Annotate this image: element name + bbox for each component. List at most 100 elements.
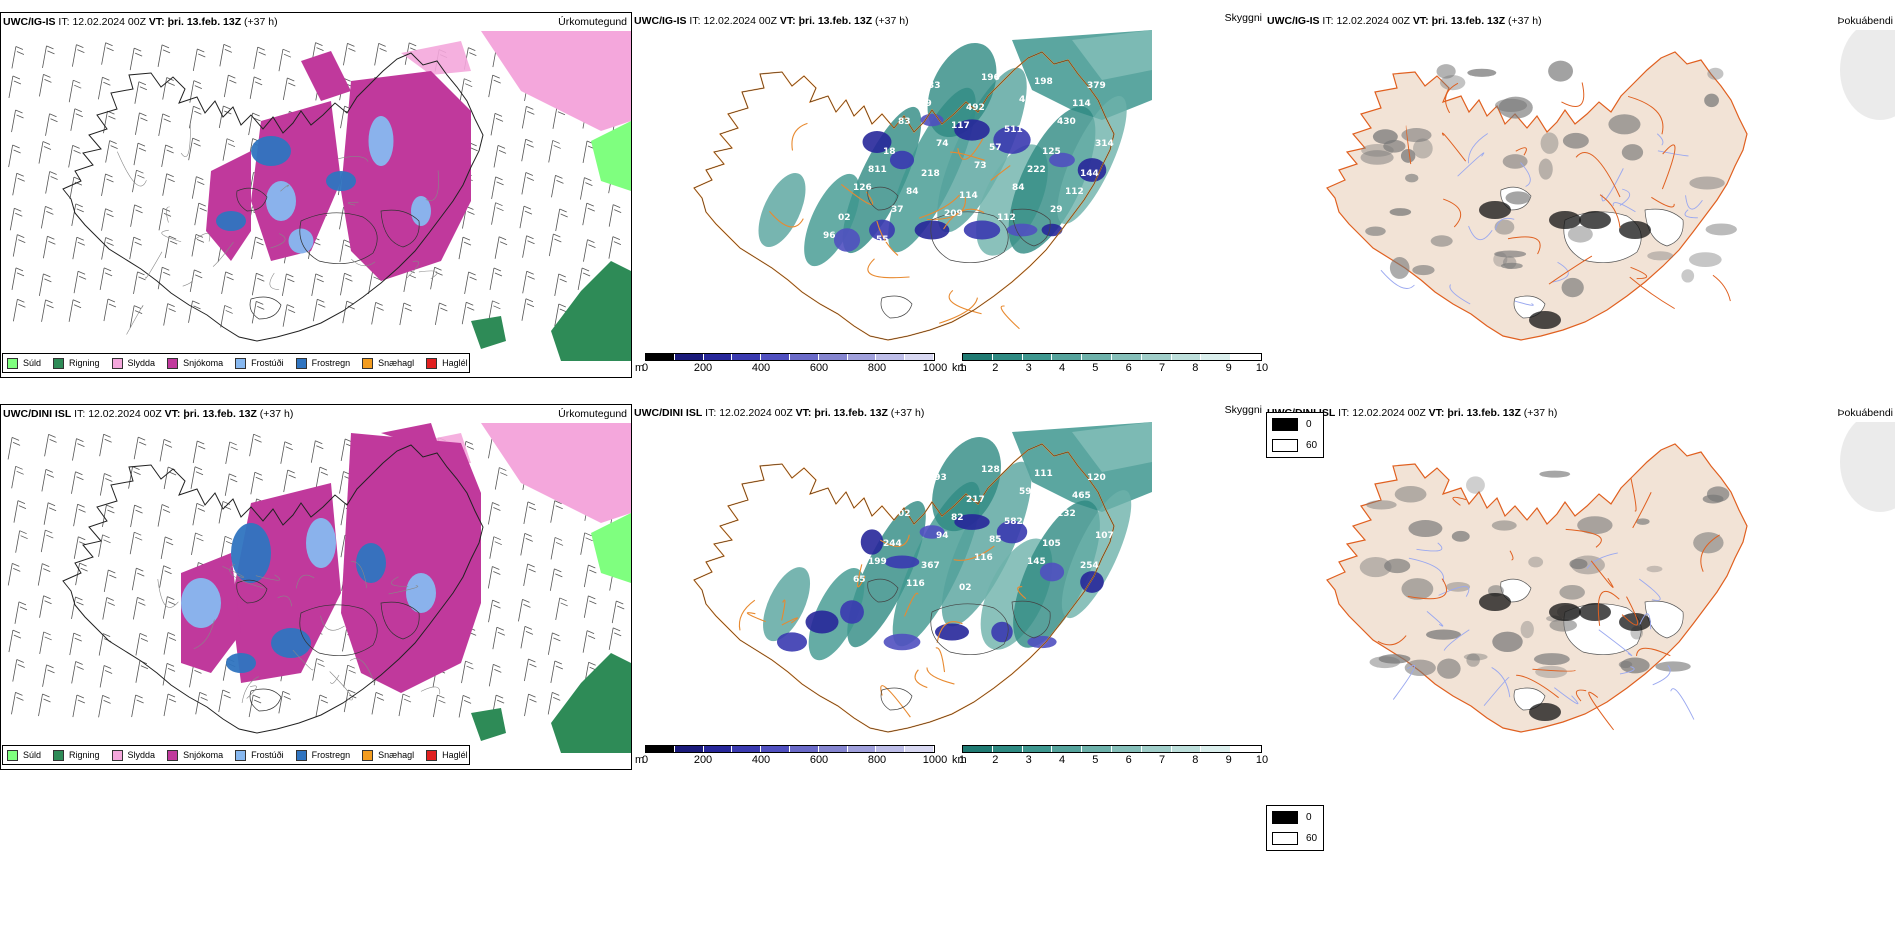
visibility-value-label: 57 [989, 143, 1002, 153]
colorbar-cell [1082, 354, 1112, 360]
visibility-value-label: 82 [951, 513, 964, 523]
legend-label: Snæhagl [378, 750, 415, 760]
visibility-value-label: 114 [959, 191, 978, 201]
ceiling-colorbar: 0 200 400 600 800 1000 [642, 745, 947, 767]
legend-swatch [167, 357, 179, 369]
colorbar-tick: 600 [809, 362, 829, 374]
colorbar-cell [646, 354, 675, 360]
visibility-value-label: 465 [1072, 491, 1091, 501]
colorbar-cell [761, 746, 790, 752]
colorbar-tick: 5 [1092, 362, 1099, 374]
legend-item: Súld [7, 357, 41, 369]
visibility-value-label: 107 [1095, 531, 1114, 541]
visibility-value-label: 105 [830, 143, 849, 153]
visibility-value-label: 848 [830, 535, 849, 545]
colorbar-cell [1022, 354, 1053, 360]
legend-label: Frostregn [311, 358, 351, 368]
legend-item: Snjókoma [167, 357, 223, 369]
colorbar-tick: 6 [1125, 754, 1132, 766]
ceiling-visibility-panel: UWC/DINI ISL IT: 12.02.2024 00Z VT: þri.… [632, 404, 1262, 742]
legend-label: Snjókoma [183, 750, 224, 760]
fog-legend-label: 0 [1306, 812, 1312, 823]
legend-item: Haglél [426, 749, 468, 761]
colorbar-tick: 6 [1125, 362, 1132, 374]
visibility-value-label: 307 [875, 469, 894, 479]
colorbar-tick: 800 [867, 362, 887, 374]
colorbar-tick: 2 [992, 362, 999, 374]
visibility-value-label: 02 [959, 583, 972, 593]
legend-item: Súld [7, 749, 41, 761]
precip-legend: Súld Rigning Slydda Snjókoma Frostúði Frostre… [2, 745, 470, 765]
visibility-value-label: 367 [921, 561, 940, 571]
colorbar-cell [1201, 746, 1232, 752]
legend-swatch [295, 357, 307, 369]
colorbar-cell [905, 354, 934, 360]
fog-legend-swatch [1272, 832, 1298, 845]
visibility-value-label: 65 [853, 575, 866, 585]
panel-header: UWC/IG-IS IT: 12.02.2024 00Z VT: þri. 13… [3, 16, 278, 28]
colorbar-tick: 200 [693, 754, 713, 766]
legend-swatch [426, 357, 438, 369]
visibility-value-label: 430 [1057, 117, 1076, 127]
legend-swatch [53, 357, 65, 369]
visibility-value-label: 198 [1034, 77, 1053, 87]
legend-item: Rigning [53, 357, 100, 369]
colorbar-tick: 600 [809, 754, 829, 766]
visibility-value-label: 178 [913, 491, 932, 501]
visibility-value-label: 105 [1042, 539, 1061, 549]
precip-type-panel: UWC/DINI ISL IT: 12.02.2024 00Z VT: þri.… [0, 404, 632, 770]
panel-title: Skyggni [1224, 12, 1262, 24]
legend-swatch [7, 749, 18, 761]
visibility-value-label: 111 [1034, 469, 1053, 479]
panel-header: UWC/IG-IS IT: 12.02.2024 00Z VT: þri. 13… [1267, 15, 1542, 27]
colorbar-cell [674, 354, 704, 360]
legend-swatch [426, 749, 438, 761]
colorbar-cell [1052, 746, 1083, 752]
legend-label: Haglél [442, 358, 468, 368]
colorbar-tick: 4 [1058, 362, 1066, 374]
colorbar-cell [876, 354, 906, 360]
visibility-value-label: 96 [823, 231, 836, 241]
panel-title: Þokuábendi [1837, 15, 1893, 27]
fog-map [1326, 422, 1895, 733]
colorbar-cell [1141, 746, 1172, 752]
legend-swatch [362, 749, 374, 761]
visibility-value-label: 511 [1004, 125, 1023, 135]
colorbar-tick: 200 [693, 362, 713, 374]
colorbar-cell [674, 746, 704, 752]
visibility-value-label: 84 [1012, 183, 1025, 193]
colorbar-tick: 10 [1255, 754, 1269, 766]
visibility-value-label: 55 [876, 235, 889, 245]
fog-map [1326, 30, 1895, 341]
panel-header: UWC/DINI ISL IT: 12.02.2024 00Z VT: þri.… [3, 408, 294, 420]
visibility-value-label: 314 [1095, 139, 1114, 149]
colorbar-tick: 2 [992, 754, 999, 766]
ceiling-visibility-panel: UWC/IG-IS IT: 12.02.2024 00Z VT: þri. 13… [632, 12, 1262, 350]
colorbar-cell [789, 354, 819, 360]
precip-map [7, 423, 631, 753]
legend-item: Slydda [111, 749, 155, 761]
visibility-value-label: 209 [944, 209, 963, 219]
visibility-value-label: 486 [1019, 95, 1038, 105]
visibility-map: 363 27 33 196 198 379 336 149 492 486 114 135 83 117 5… [692, 30, 1152, 341]
panel-header: UWC/IG-IS IT: 12.02.2024 00Z VT: þri. 13… [634, 15, 909, 27]
colorbar-tick: 5 [1092, 754, 1099, 766]
legend-item: Frostúði [235, 749, 284, 761]
colorbar-cell [1111, 354, 1142, 360]
colorbar-cell [1141, 354, 1172, 360]
visibility-value-label: 379 [1087, 81, 1106, 91]
legend-item: Snæhagl [362, 749, 415, 761]
legend-label: Snæhagl [378, 358, 415, 368]
visibility-value-label: 112 [1065, 187, 1084, 197]
colorbar-unit: km [952, 362, 967, 374]
colorbar-tick: 8 [1192, 362, 1199, 374]
visibility-colorbar: 1 2 3 4 5 6 7 8 9 10 [959, 745, 1268, 767]
fog-indicator-panel: UWC/IG-IS IT: 12.02.2024 00Z VT: þri. 13… [1265, 12, 1895, 350]
visibility-value-label: 83 [898, 117, 911, 127]
legend-item: Slydda [111, 357, 155, 369]
legend-item: Frostregn [295, 357, 351, 369]
visibility-value-label: 117 [951, 121, 970, 131]
colorbar-tick: 1000 [922, 362, 948, 374]
fog-legend: 0 60 [1266, 412, 1324, 458]
legend-swatch [295, 749, 307, 761]
